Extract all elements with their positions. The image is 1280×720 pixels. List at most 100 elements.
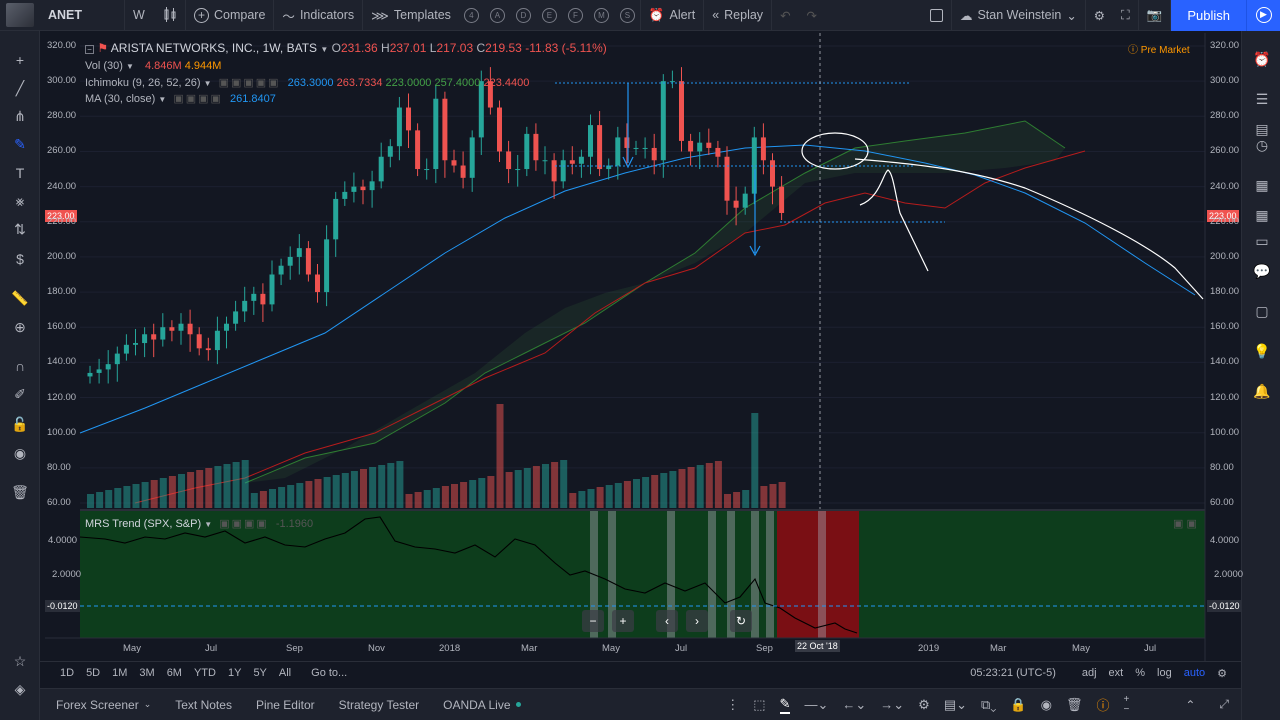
- chat-bubbles-icon[interactable]: ▢: [1255, 303, 1269, 319]
- trend-line-icon[interactable]: ╱: [15, 80, 25, 96]
- interval-selector[interactable]: W: [133, 8, 145, 22]
- prediction-icon[interactable]: ⇅: [14, 221, 26, 237]
- fullscreen-box-icon[interactable]: [922, 0, 951, 31]
- eye-icon[interactable]: ◉: [1040, 696, 1052, 712]
- text-tool-icon[interactable]: T: [15, 165, 25, 181]
- zoom-in-button[interactable]: +: [612, 610, 634, 632]
- range-5d[interactable]: 5D: [86, 667, 101, 679]
- zoom-out-button[interactable]: −: [582, 610, 604, 632]
- range-5y[interactable]: 5Y: [253, 667, 267, 679]
- clock-icon[interactable]: ◷: [1255, 137, 1269, 153]
- line-end-icon[interactable]: →⌄: [880, 696, 905, 712]
- range-1m[interactable]: 1M: [112, 667, 128, 679]
- templates-button[interactable]: ⋙ Templates: [371, 8, 451, 23]
- log-toggle[interactable]: log: [1157, 667, 1172, 679]
- price-chart[interactable]: [45, 33, 1240, 661]
- lock-icon[interactable]: 🔒: [1010, 696, 1027, 712]
- tab-pine-editor[interactable]: Pine Editor: [255, 697, 315, 712]
- line-start-icon[interactable]: ←⌄: [842, 696, 867, 712]
- brush-icon[interactable]: ✎: [14, 136, 26, 152]
- alert-button[interactable]: ⏰ Alert: [648, 7, 696, 23]
- indicator-controls-icon[interactable]: ▣▣▣▣: [173, 93, 223, 105]
- pane-controls[interactable]: ▣ ▣: [1173, 518, 1197, 530]
- tab-text-notes[interactable]: Text Notes: [175, 697, 232, 712]
- collapse-icon[interactable]: −: [85, 45, 94, 54]
- range-ytd[interactable]: YTD: [193, 667, 216, 679]
- indicators-button[interactable]: 〜 Indicators: [274, 0, 362, 31]
- range-3m[interactable]: 3M: [139, 667, 155, 679]
- template-shortcut[interactable]: A: [489, 7, 505, 23]
- chart-type-icon[interactable]: [155, 0, 185, 31]
- calendar-alt-icon[interactable]: ▦: [1255, 207, 1269, 223]
- indicator-controls-icon[interactable]: ▣▣▣▣: [219, 518, 269, 530]
- tab-oanda-live[interactable]: OANDA Live: [431, 698, 532, 712]
- auto-toggle[interactable]: auto: [1183, 667, 1206, 679]
- goto-button[interactable]: Go to...: [311, 667, 348, 679]
- fullscreen-icon[interactable]: ⛶: [1121, 7, 1130, 22]
- settings-gear-icon[interactable]: ⚙: [1093, 8, 1106, 23]
- range-all[interactable]: All: [278, 667, 292, 679]
- data-window-icon[interactable]: ▤: [1255, 121, 1269, 137]
- flag-icon[interactable]: ⚑: [97, 41, 109, 55]
- star-icon[interactable]: ☆: [13, 653, 27, 669]
- pattern-icon[interactable]: ⨳: [15, 193, 25, 209]
- layout-selector[interactable]: ☁ Stan Weinstein ⌄: [959, 8, 1077, 23]
- dollar-icon[interactable]: $: [16, 251, 24, 267]
- template-shortcut[interactable]: 4: [463, 7, 479, 23]
- chat-icon[interactable]: 💬: [1253, 263, 1271, 279]
- template-shortcut[interactable]: E: [541, 7, 557, 23]
- range-1y[interactable]: 1Y: [227, 667, 242, 679]
- scroll-right-button[interactable]: ›: [686, 610, 708, 632]
- settings-gear-icon[interactable]: ⚙: [918, 696, 930, 712]
- collapse-panel-icon[interactable]: ⌃: [1185, 697, 1196, 712]
- pencil-icon[interactable]: ✎: [779, 696, 791, 714]
- lock-icon[interactable]: 🔓: [11, 416, 29, 432]
- camera-icon[interactable]: 📷: [1146, 7, 1163, 22]
- trash-icon[interactable]: 🗑: [11, 484, 29, 500]
- ext-toggle[interactable]: ext: [1108, 667, 1124, 679]
- user-avatar[interactable]: [6, 3, 34, 27]
- compare-button[interactable]: + Compare: [186, 0, 273, 31]
- adj-toggle[interactable]: adj: [1081, 667, 1097, 679]
- watchlist-icon[interactable]: ☰: [1255, 91, 1269, 107]
- template-shortcut[interactable]: D: [515, 7, 531, 23]
- line-style-icon[interactable]: —⌄: [804, 696, 829, 712]
- template-shortcut[interactable]: S: [619, 7, 635, 23]
- reset-chart-button[interactable]: ↻: [730, 610, 752, 632]
- premarket-indicator[interactable]: ⓘ Pre Market: [1128, 45, 1190, 56]
- trash-icon[interactable]: 🗑: [1065, 696, 1083, 712]
- replay-button[interactable]: « Replay: [712, 8, 764, 22]
- hotlist-icon[interactable]: ▭: [1255, 233, 1269, 249]
- range-6m[interactable]: 6M: [166, 667, 182, 679]
- pitchfork-icon[interactable]: ⋔: [14, 108, 26, 124]
- symbol-title[interactable]: ARISTA NETWORKS, INC., 1W, BATS: [110, 41, 318, 55]
- clone-icon[interactable]: ⧉⌄: [981, 696, 997, 712]
- chevron-down-icon[interactable]: ▼: [320, 45, 329, 54]
- crosshair-icon[interactable]: +: [15, 52, 25, 68]
- tab-strategy-tester[interactable]: Strategy Tester: [338, 697, 420, 712]
- indicator-controls-icon[interactable]: ▣▣▣▣▣: [218, 77, 281, 89]
- publish-button[interactable]: Publish: [1171, 0, 1246, 31]
- notifications-icon[interactable]: 🔔: [1253, 383, 1271, 399]
- range-1d[interactable]: 1D: [60, 667, 75, 679]
- select-icon[interactable]: ⬚: [753, 696, 766, 712]
- alarm-clock-icon[interactable]: ⏰: [1253, 51, 1271, 67]
- maximize-panel-icon[interactable]: ⤢: [1219, 697, 1229, 711]
- template-shortcut[interactable]: M: [593, 7, 609, 23]
- clock-time[interactable]: 05:23:21 (UTC-5): [970, 667, 1056, 679]
- play-circle-icon[interactable]: ▶: [1246, 0, 1280, 31]
- template-shortcut[interactable]: F: [567, 7, 583, 23]
- calendar-icon[interactable]: ▦: [1255, 177, 1269, 193]
- eye-icon[interactable]: ◉: [13, 445, 27, 461]
- pencil-lock-icon[interactable]: ✐: [14, 386, 26, 402]
- zoom-in-icon[interactable]: ⊕: [14, 319, 26, 335]
- undo-icon[interactable]: ↶: [780, 8, 791, 23]
- magnet-icon[interactable]: ∩: [14, 358, 26, 374]
- ideas-icon[interactable]: 💡: [1253, 343, 1271, 359]
- info-icon[interactable]: ⓘ: [1096, 698, 1110, 713]
- template-icon[interactable]: ▤⌄: [943, 696, 967, 712]
- chart-area[interactable]: 223.00 223.00 4.0000 2.0000 4.0000 2.000…: [45, 33, 1243, 661]
- plus-minus-icon[interactable]: + −: [1123, 693, 1130, 715]
- scroll-left-button[interactable]: ‹: [656, 610, 678, 632]
- redo-icon[interactable]: ↷: [806, 8, 818, 23]
